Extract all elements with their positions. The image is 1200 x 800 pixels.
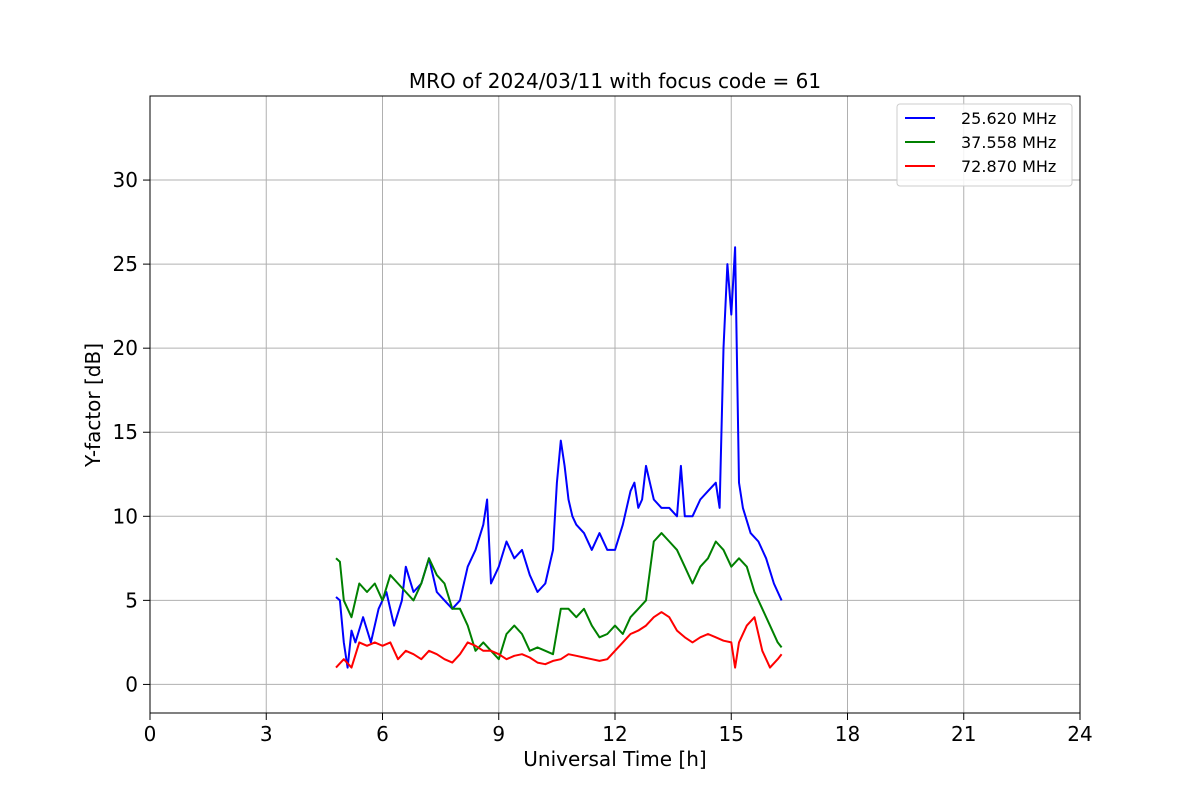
- series-line-0: [335, 246, 783, 669]
- tick-layer: 0 3 6 9 12 15 18 21 24 0 5 10 15 20 25 30: [113, 168, 1093, 746]
- legend: 25.620 MHz 37.558 MHz 72.870 MHz: [896, 103, 1073, 187]
- series-layer: [335, 246, 783, 669]
- chart-title: MRO of 2024/03/11 with focus code = 61: [409, 69, 821, 93]
- x-tick-label: 0: [144, 722, 157, 746]
- y-tick-label: 25: [113, 252, 138, 276]
- legend-label: 37.558 MHz: [961, 133, 1056, 152]
- x-tick-label: 24: [1067, 722, 1092, 746]
- x-tick-label: 12: [602, 722, 627, 746]
- x-tick-label: 6: [376, 722, 389, 746]
- x-tick-label: 9: [492, 722, 505, 746]
- series-line-2: [335, 611, 783, 669]
- y-axis-label: Y-factor [dB]: [81, 343, 105, 468]
- legend-label: 72.870 MHz: [961, 157, 1056, 176]
- y-tick-label: 10: [113, 504, 138, 528]
- grid: [149, 96, 1081, 713]
- y-tick-label: 0: [125, 672, 138, 696]
- x-tick-label: 18: [835, 722, 860, 746]
- y-tick-label: 30: [113, 168, 138, 192]
- y-tick-label: 15: [113, 420, 138, 444]
- series-line-1: [335, 532, 783, 661]
- legend-box: [896, 103, 1073, 187]
- y-tick-label: 20: [113, 336, 138, 360]
- legend-label: 25.620 MHz: [961, 109, 1056, 128]
- y-tick-label: 5: [125, 588, 138, 612]
- x-tick-label: 21: [951, 722, 976, 746]
- x-axis-label: Universal Time [h]: [523, 747, 706, 771]
- x-tick-label: 3: [260, 722, 273, 746]
- x-tick-label: 15: [719, 722, 744, 746]
